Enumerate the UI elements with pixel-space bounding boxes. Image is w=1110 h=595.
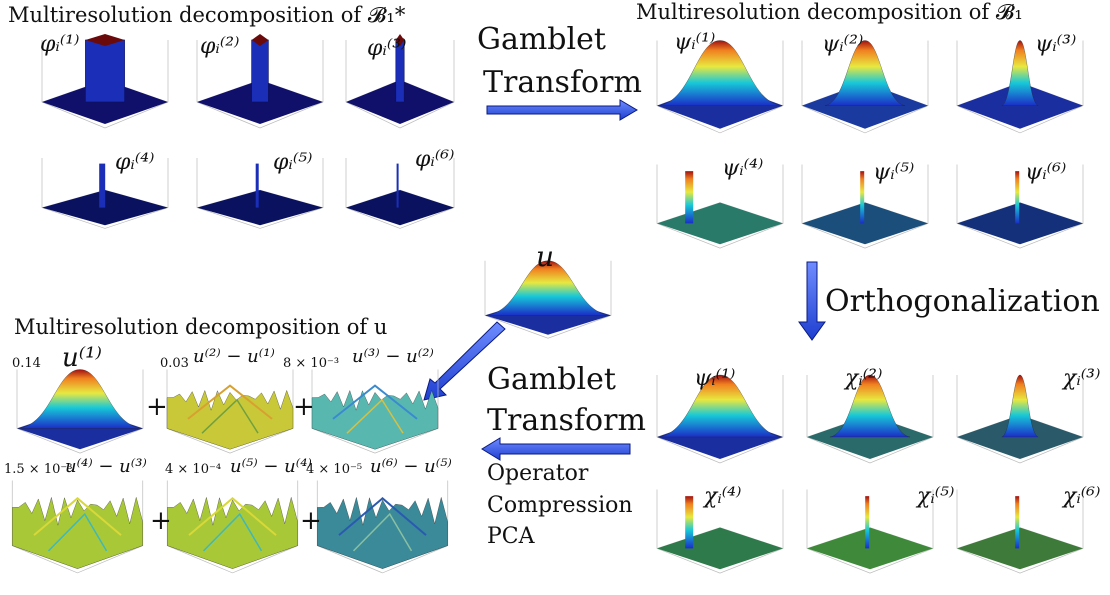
u4-label: u⁽⁴⁾ − u⁽³⁾	[65, 456, 147, 477]
orthogonalization-label: Orthogonalization	[825, 284, 1100, 319]
phi-section-title: Multiresolution decomposition of 𝓑₁*	[8, 3, 406, 27]
phi2-plot	[196, 34, 324, 129]
psi5-plot	[801, 164, 929, 249]
psi6-label: ψᵢ⁽⁶⁾	[1025, 160, 1067, 185]
psi1-label: ψᵢ⁽¹⁾	[674, 30, 716, 55]
u2-scale: 0.03	[160, 356, 189, 371]
phi2-label: φᵢ⁽²⁾	[200, 34, 240, 59]
phi4-label: φᵢ⁽⁴⁾	[115, 150, 155, 175]
u3-plot	[311, 369, 439, 454]
u6-plot	[316, 480, 449, 574]
chi1-plot	[656, 374, 784, 464]
psi5-label: ψᵢ⁽⁵⁾	[873, 160, 915, 185]
pca-label: PCA	[487, 524, 535, 549]
chi3-label: χᵢ⁽³⁾	[1063, 366, 1101, 391]
phi6-plot	[345, 158, 455, 229]
gamblet-transform-top-line1: Gamblet	[477, 22, 606, 57]
psi2-label: ψᵢ⁽²⁾	[822, 32, 864, 57]
u4-plot	[11, 480, 144, 574]
chi5-label: χᵢ⁽⁵⁾	[917, 484, 955, 509]
u6-scale: 4 × 10⁻⁵	[306, 462, 363, 477]
phi3-label: φᵢ⁽³⁾	[367, 36, 407, 61]
chi1-label: ψᵢ⁽¹⁾	[694, 366, 736, 391]
phi1-plot	[41, 34, 169, 129]
chi6-label: χᵢ⁽⁶⁾	[1063, 484, 1101, 509]
u3-label: u⁽³⁾ − u⁽²⁾	[352, 346, 434, 367]
u3-scale: 8 × 10⁻³	[283, 356, 340, 371]
arrow-left-bottom	[481, 437, 631, 461]
u1-scale: 0.14	[12, 356, 41, 371]
chi4-label: χᵢ⁽⁴⁾	[704, 484, 742, 509]
psi3-label: ψᵢ⁽³⁾	[1035, 32, 1077, 57]
chi3-plot	[956, 374, 1084, 464]
u5-plot	[166, 480, 299, 574]
psi3-plot	[956, 40, 1084, 134]
phi4-plot	[41, 158, 169, 229]
psi4-label: ψᵢ⁽⁴⁾	[722, 156, 764, 181]
psi6-plot	[956, 164, 1084, 249]
u-section-title: Multiresolution decomposition of u	[14, 315, 388, 339]
chi5-plot	[806, 489, 934, 574]
u5-scale: 4 × 10⁻⁴	[165, 462, 222, 477]
gamblet-transform-bottom-line2: Transform	[487, 403, 646, 438]
phi6-label: φᵢ⁽⁶⁾	[415, 147, 455, 172]
phi3-plot	[345, 34, 455, 129]
u1-label: u⁽¹⁾	[62, 343, 102, 373]
psi2-plot	[801, 40, 929, 134]
gamblet-transform-bottom-line1: Gamblet	[487, 362, 616, 397]
u6-label: u⁽⁶⁾ − u⁽⁵⁾	[370, 456, 452, 477]
arrow-diag-u	[423, 321, 506, 401]
phi5-plot	[196, 158, 324, 229]
chi4-plot	[656, 489, 784, 574]
gamblet-transform-top-line2: Transform	[483, 65, 642, 100]
compression-label: Compression	[487, 493, 633, 518]
chi6-plot	[956, 489, 1084, 574]
plus-sign: +	[300, 506, 322, 536]
arrow-right-top	[486, 99, 638, 121]
u4-scale: 1.5 × 10⁻³	[4, 462, 73, 477]
plus-sign: +	[146, 392, 168, 422]
u-main-label: u	[536, 240, 555, 273]
phi1-label: φᵢ⁽¹⁾	[40, 32, 80, 57]
plus-sign: +	[293, 392, 315, 422]
u5-label: u⁽⁵⁾ − u⁽⁴⁾	[230, 456, 312, 477]
chi2-plot	[806, 374, 934, 464]
phi5-label: φᵢ⁽⁵⁾	[273, 150, 313, 175]
psi1-plot	[656, 40, 784, 134]
plus-sign: +	[150, 506, 172, 536]
chi2-label: χᵢ⁽²⁾	[845, 366, 883, 391]
u1-plot	[16, 369, 144, 454]
psi-section-title: Multiresolution decomposition of 𝓑₁	[636, 0, 1023, 24]
arrow-down-orth	[798, 261, 826, 341]
u2-label: u⁽²⁾ − u⁽¹⁾	[193, 346, 275, 367]
u2-plot	[166, 369, 294, 454]
operator-label: Operator	[487, 461, 589, 486]
u-plot	[484, 260, 612, 339]
psi4-plot	[656, 164, 784, 249]
